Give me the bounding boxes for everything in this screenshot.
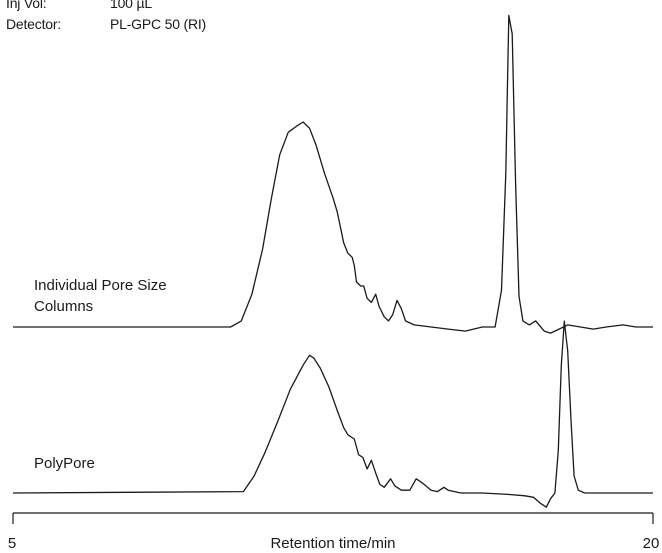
x-tick-label-20: 20: [643, 535, 660, 552]
x-tick-label-5: 5: [8, 535, 16, 552]
trace-line-individual-pore-size-columns: [13, 14, 653, 334]
x-axis-title: Retention time/min: [270, 535, 395, 552]
traces-group: [12, 14, 653, 508]
series-label: PolyPore: [34, 455, 95, 472]
series-label: Columns: [34, 298, 93, 315]
x-axis: 5 20 Retention time/min: [8, 512, 660, 552]
series-labels-group: Individual Pore Size Columns PolyPore: [34, 277, 167, 472]
trace-line-polypore: [12, 320, 653, 508]
condition-row-detector: Detector: PL-GPC 50 (RI): [6, 14, 306, 34]
condition-value: 100 µL: [110, 0, 152, 11]
condition-label: Inj Vol:: [6, 0, 47, 11]
condition-value: PL-GPC 50 (RI): [110, 16, 206, 32]
conditions-block: Inj Vol: 100 µL Detector: PL-GPC 50 (RI): [6, 0, 306, 37]
series-label: Individual Pore Size: [34, 277, 167, 294]
condition-row-inj-vol: Inj Vol: 100 µL: [6, 0, 306, 13]
condition-label: Detector:: [6, 16, 61, 32]
